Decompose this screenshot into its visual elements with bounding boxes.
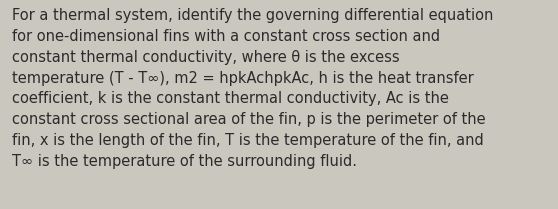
Text: For a thermal system, identify the governing differential equation
for one-dimen: For a thermal system, identify the gover… bbox=[12, 8, 494, 169]
